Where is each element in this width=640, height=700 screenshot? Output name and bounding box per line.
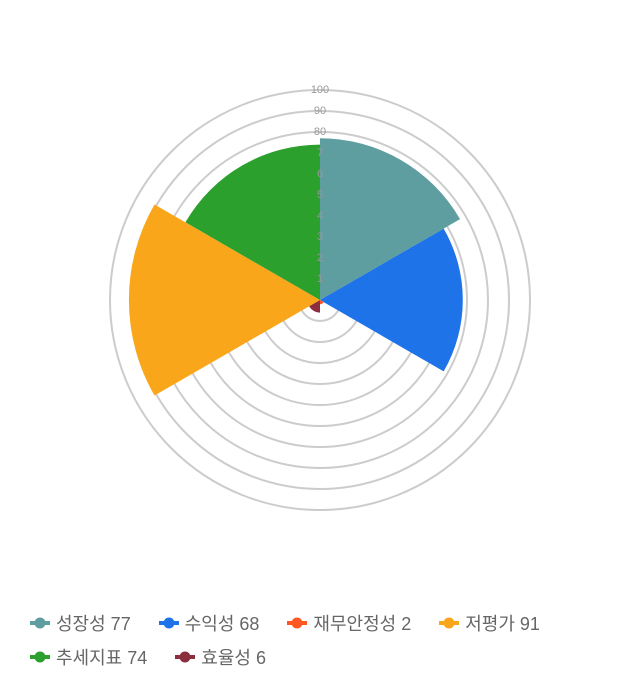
legend-label: 추세지표 74 bbox=[56, 644, 147, 670]
legend-label: 재무안정성 2 bbox=[313, 610, 411, 636]
polar-chart-container: 1 2 3 4 5 6 7 80 90 100 성장성 77 수익성 68 재무안정성 2 저평가 91… bbox=[0, 0, 640, 700]
legend-marker-icon bbox=[159, 613, 179, 633]
legend-marker-icon bbox=[175, 647, 195, 667]
tick-label-40: 4 bbox=[317, 210, 323, 222]
tick-label-90: 90 bbox=[314, 105, 326, 117]
legend-marker-icon bbox=[30, 613, 50, 633]
legend-item-0: 성장성 77 bbox=[30, 610, 131, 636]
legend-item-3: 효율성 6 bbox=[175, 644, 266, 670]
legend-marker-icon bbox=[439, 613, 459, 633]
tick-label-60: 6 bbox=[317, 168, 323, 180]
legend-item-1: 수익성 68 bbox=[159, 610, 260, 636]
tick-label-50: 5 bbox=[317, 189, 323, 201]
legend-item-5: 추세지표 74 bbox=[30, 644, 147, 670]
legend-label: 수익성 68 bbox=[185, 610, 260, 636]
legend-item-4: 저평가 91 bbox=[439, 610, 540, 636]
chart-legend: 성장성 77 수익성 68 재무안정성 2 저평가 91 추세지표 74 효율성 6 bbox=[30, 610, 610, 670]
legend-label: 효율성 6 bbox=[201, 644, 266, 670]
legend-item-2: 재무안정성 2 bbox=[287, 610, 411, 636]
tick-label-10: 1 bbox=[317, 273, 323, 285]
tick-label-100: 100 bbox=[311, 84, 329, 96]
legend-label: 저평가 91 bbox=[465, 610, 540, 636]
polar-area-chart: 1 2 3 4 5 6 7 80 90 100 bbox=[0, 0, 640, 570]
tick-label-20: 2 bbox=[317, 252, 323, 264]
tick-label-70: 7 bbox=[317, 147, 323, 159]
legend-marker-icon bbox=[287, 613, 307, 633]
tick-label-80: 80 bbox=[314, 126, 326, 138]
legend-label: 성장성 77 bbox=[56, 610, 131, 636]
tick-label-30: 3 bbox=[317, 231, 323, 243]
legend-marker-icon bbox=[30, 647, 50, 667]
